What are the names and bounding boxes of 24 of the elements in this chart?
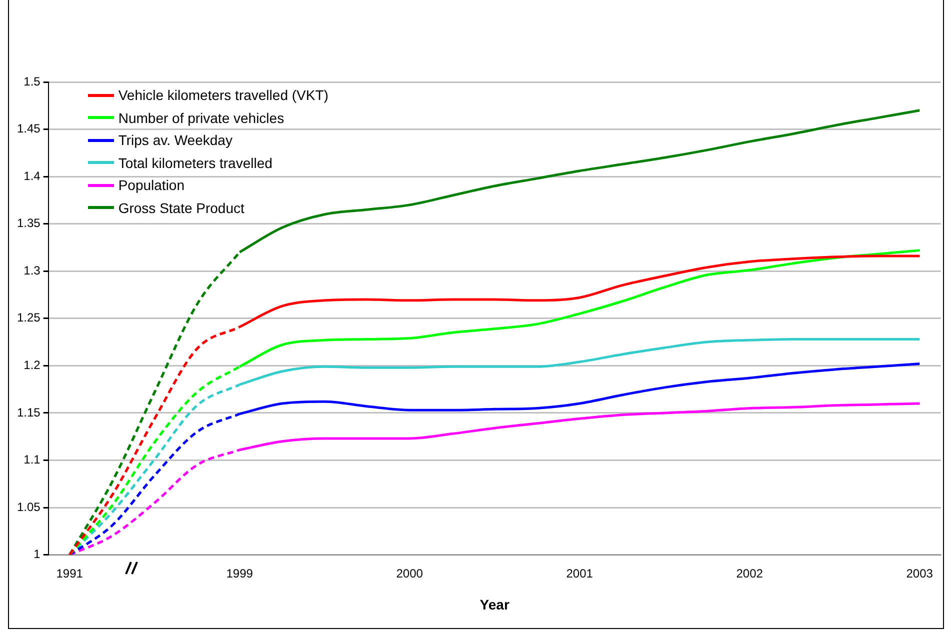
y-tick-label: 1.5 [24,74,41,88]
y-tick-label: 1.2 [24,358,41,372]
x-tick-label: 1999 [226,566,254,580]
legend-label: Number of private vehicles [118,108,284,128]
y-tick-label: 1 [34,547,41,562]
y-tick-label: 1.1 [24,452,41,467]
y-tick-label: 1.25 [16,310,41,325]
legend-label: Gross State Product [118,198,244,218]
legend-label: Vehicle kilometers travelled (VKT) [118,86,328,105]
x-axis-title: Year [480,596,510,612]
y-tick-label: 1.4 [24,168,41,183]
x-tick-label: 2002 [736,566,764,580]
legend-label: Trips av. Weekday [118,131,232,150]
y-tick-label: 1.35 [16,216,41,230]
y-tick-label: 1.15 [16,405,41,420]
y-tick-label: 1.3 [24,263,41,278]
legend-label: Total kilometers travelled [118,154,272,172]
x-tick-label: 2000 [396,566,424,580]
legend-label: Population [118,176,185,195]
x-tick-label: 2003 [906,566,934,580]
x-tick-label: 2001 [566,566,594,580]
y-tick-label: 1.05 [16,500,41,514]
x-tick-label: 1991 [56,566,84,580]
y-tick-label: 1.45 [16,122,41,136]
